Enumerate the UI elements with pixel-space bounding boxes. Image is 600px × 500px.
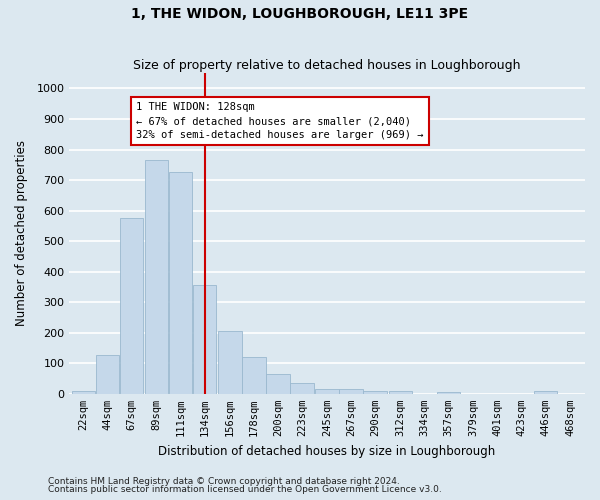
Text: 1 THE WIDON: 128sqm
← 67% of detached houses are smaller (2,040)
32% of semi-det: 1 THE WIDON: 128sqm ← 67% of detached ho… xyxy=(136,102,424,140)
Bar xyxy=(290,383,314,394)
Text: 1, THE WIDON, LOUGHBOROUGH, LE11 3PE: 1, THE WIDON, LOUGHBOROUGH, LE11 3PE xyxy=(131,8,469,22)
Bar xyxy=(95,354,119,394)
Bar xyxy=(437,392,460,394)
Bar xyxy=(193,286,217,394)
Bar xyxy=(169,172,193,394)
Bar xyxy=(242,357,266,394)
Title: Size of property relative to detached houses in Loughborough: Size of property relative to detached ho… xyxy=(133,59,521,72)
Bar xyxy=(364,392,387,394)
Bar xyxy=(389,392,412,394)
Y-axis label: Number of detached properties: Number of detached properties xyxy=(15,140,28,326)
Text: Contains HM Land Registry data © Crown copyright and database right 2024.: Contains HM Land Registry data © Crown c… xyxy=(48,477,400,486)
Bar xyxy=(120,218,143,394)
Bar xyxy=(145,160,169,394)
Bar xyxy=(71,391,95,394)
Text: Contains public sector information licensed under the Open Government Licence v3: Contains public sector information licen… xyxy=(48,485,442,494)
Bar xyxy=(534,392,557,394)
Bar xyxy=(340,389,363,394)
X-axis label: Distribution of detached houses by size in Loughborough: Distribution of detached houses by size … xyxy=(158,444,496,458)
Bar xyxy=(266,374,290,394)
Bar xyxy=(316,389,339,394)
Bar xyxy=(218,330,242,394)
